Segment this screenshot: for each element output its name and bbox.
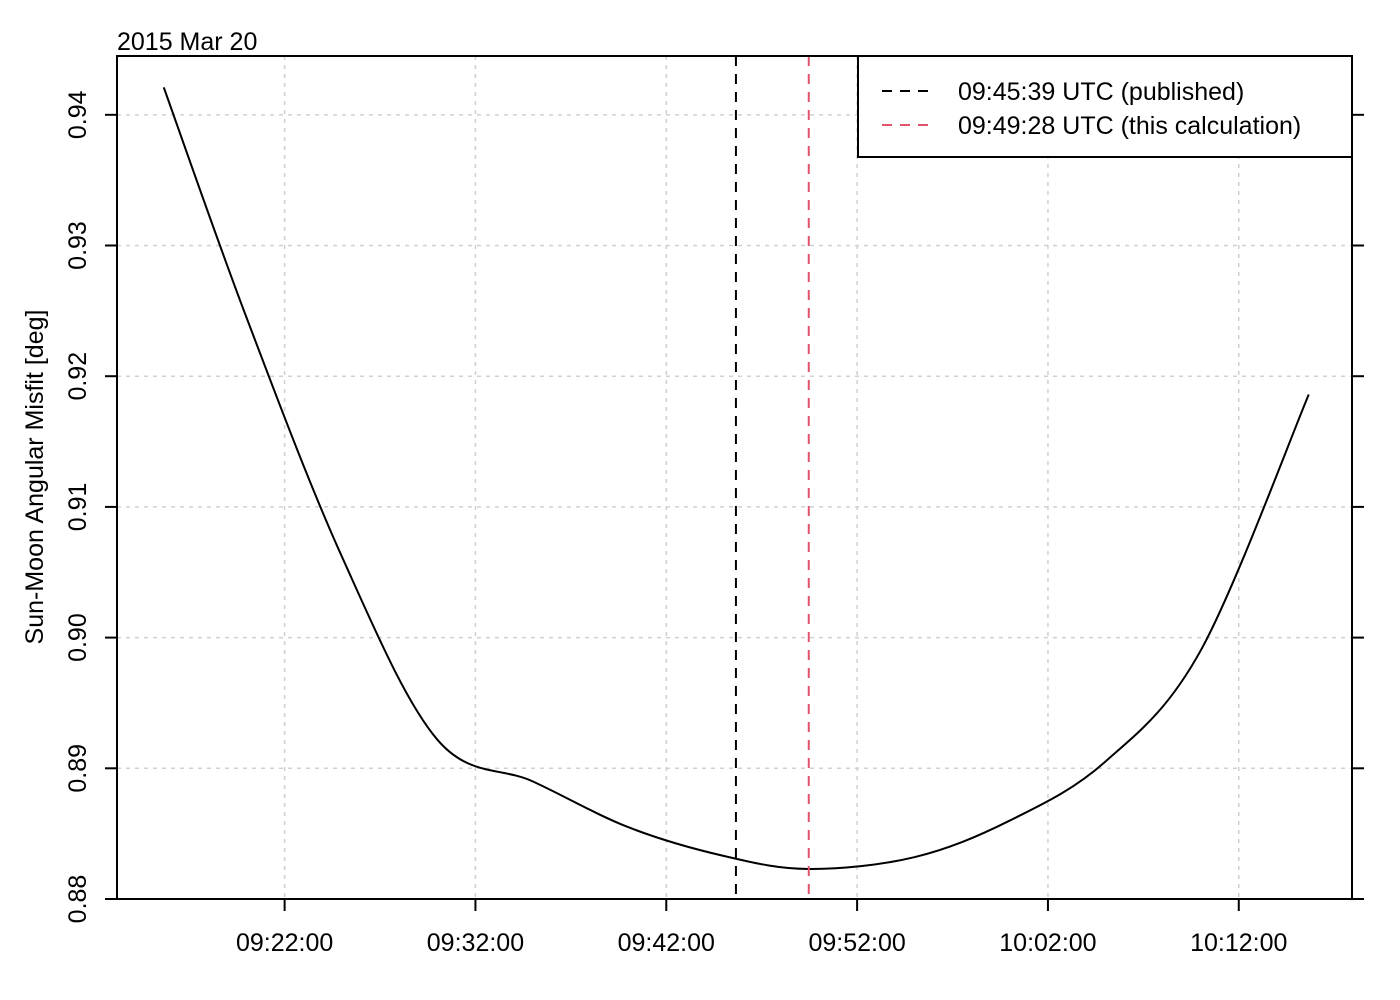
y-tick-label: 0.92: [64, 352, 92, 401]
misfit-series-line: [162, 87, 1310, 870]
x-tick-label: 10:12:00: [1190, 929, 1287, 957]
x-tick-label: 09:42:00: [618, 929, 715, 957]
axes: 09:22:00 09:32:00 09:42:00 09:52:00 10:02:00…: [64, 90, 1364, 957]
chart-title: 2015 Mar 20: [117, 28, 257, 56]
misfit-series-point: [913, 856, 915, 858]
plot-frame: [116, 55, 1353, 900]
misfit-series-point: [245, 316, 247, 318]
misfit-series-point: [1104, 761, 1106, 763]
misfit-series-point: [1009, 820, 1011, 822]
misfit-series-point: [1200, 650, 1202, 652]
x-tick-label: 09:52:00: [808, 929, 905, 957]
y-tick-label: 0.91: [64, 483, 92, 532]
legend: 09:45:39 UTC (published) 09:49:28 UTC (th…: [857, 55, 1353, 158]
y-tick-label: 0.90: [64, 613, 92, 662]
vline-layer: [734, 56, 810, 899]
misfit-series-point: [1308, 394, 1310, 396]
grid: [117, 56, 1352, 900]
y-tick-label: 0.94: [64, 90, 92, 139]
x-tick-label: 09:22:00: [236, 929, 333, 957]
legend-label: 09:45:39 UTC (published): [958, 78, 1244, 106]
x-tick-label: 10:02:00: [999, 929, 1096, 957]
misfit-series-point: [627, 826, 629, 828]
legend-box: [857, 55, 1353, 158]
misfit-series-point: [341, 556, 343, 558]
y-tick-label: 0.89: [64, 744, 92, 793]
legend-label: 09:49:28 UTC (this calculation): [958, 112, 1301, 140]
misfit-series-point: [723, 855, 725, 857]
y-axis-label: Sun-Moon Angular Misfit [deg]: [21, 310, 49, 645]
misfit-series-point: [163, 86, 165, 88]
misfit-series-point: [436, 739, 438, 741]
y-tick-label: 0.93: [64, 221, 92, 270]
misfit-series-point: [532, 780, 534, 782]
series-layer: [162, 86, 1310, 870]
y-tick-label: 0.88: [64, 875, 92, 924]
x-tick-label: 09:32:00: [427, 929, 524, 957]
